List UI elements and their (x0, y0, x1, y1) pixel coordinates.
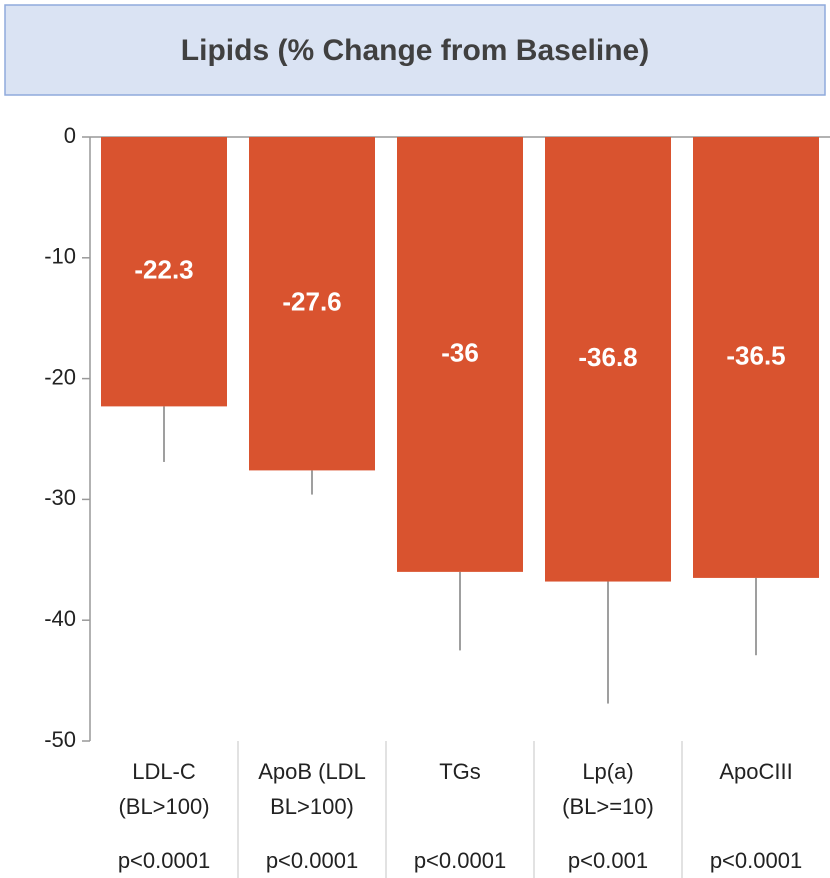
p-value: p<0.0001 (118, 848, 210, 873)
x-tick-label: (BL>100) (118, 794, 209, 819)
data-label: -36.5 (726, 340, 785, 370)
x-tick-label: (BL>=10) (562, 794, 654, 819)
bar (397, 137, 523, 572)
x-tick-label: ApoB (LDL (258, 759, 366, 784)
p-value: p<0.0001 (710, 848, 802, 873)
p-value: p<0.001 (568, 848, 648, 873)
y-tick-label: -50 (44, 727, 76, 752)
data-label: -22.3 (134, 255, 193, 285)
p-value: p<0.0001 (266, 848, 358, 873)
x-tick-label: BL>100) (270, 794, 354, 819)
bar (101, 137, 227, 407)
p-value: p<0.0001 (414, 848, 506, 873)
x-tick-label: TGs (439, 759, 481, 784)
x-tick-label: Lp(a) (582, 759, 633, 784)
y-tick-label: 0 (64, 123, 76, 148)
bar (693, 137, 819, 578)
y-tick-label: -10 (44, 244, 76, 269)
x-tick-label: LDL-C (132, 759, 196, 784)
y-tick-label: -20 (44, 364, 76, 389)
x-tick-label: ApoCIII (719, 759, 792, 784)
chart-title: Lipids (% Change from Baseline) (181, 34, 649, 67)
y-tick-label: -40 (44, 606, 76, 631)
data-label: -36 (441, 337, 479, 367)
data-label: -27.6 (282, 287, 341, 317)
bar (545, 137, 671, 582)
y-tick-label: -30 (44, 485, 76, 510)
title-box (4, 4, 826, 96)
bar (249, 137, 375, 471)
data-label: -36.8 (578, 342, 637, 372)
